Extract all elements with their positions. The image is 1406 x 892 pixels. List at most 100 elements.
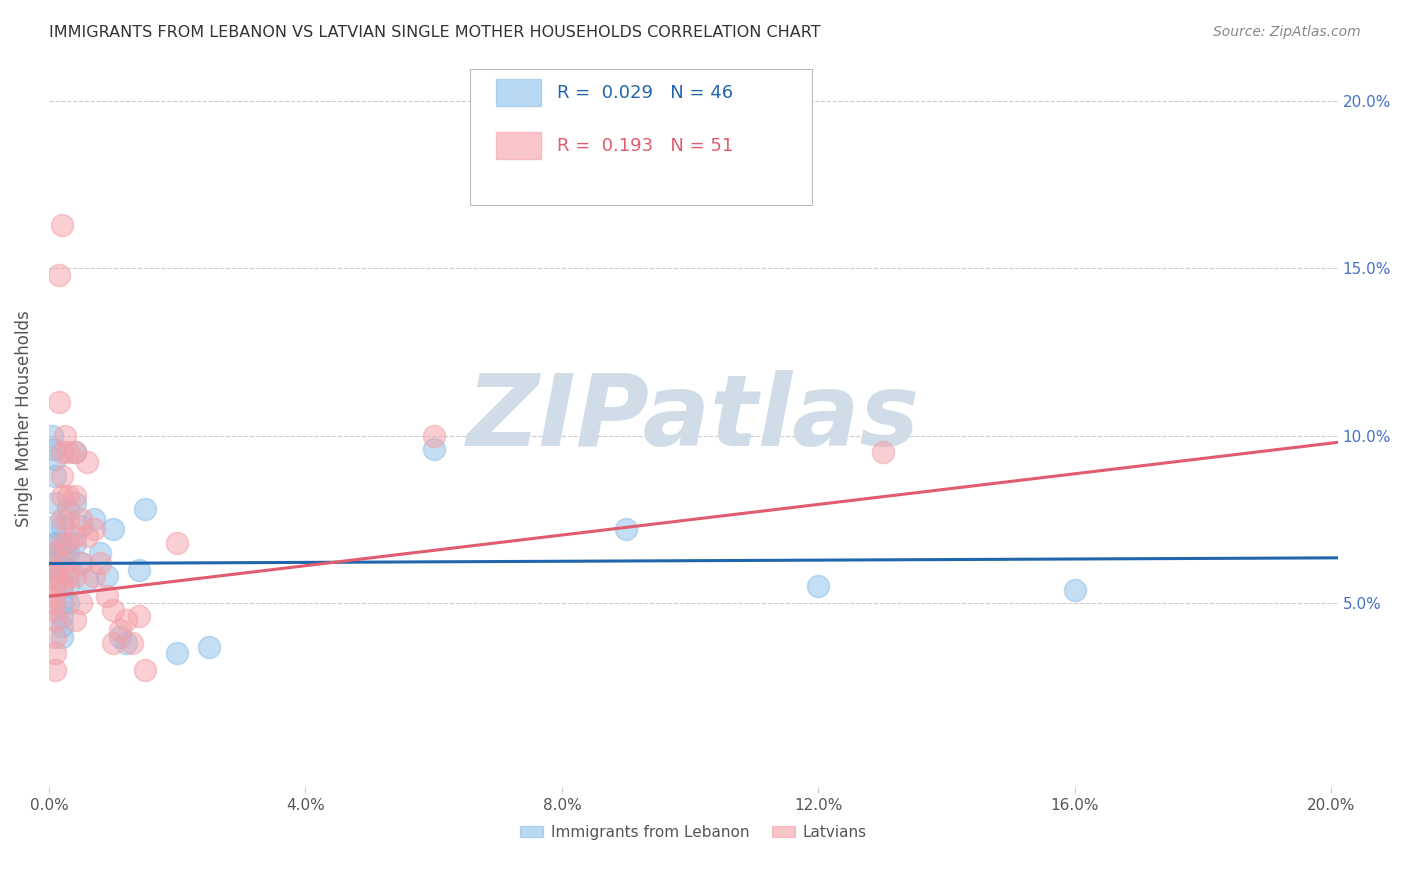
Point xyxy=(614,522,637,536)
Point xyxy=(63,613,86,627)
Point xyxy=(198,640,221,654)
Point xyxy=(44,613,66,627)
Text: IMMIGRANTS FROM LEBANON VS LATVIAN SINGLE MOTHER HOUSEHOLDS CORRELATION CHART: IMMIGRANTS FROM LEBANON VS LATVIAN SINGL… xyxy=(49,25,821,40)
Point xyxy=(872,445,894,459)
Point xyxy=(51,609,73,624)
Point xyxy=(108,623,131,637)
Point xyxy=(53,428,76,442)
Point xyxy=(63,529,86,543)
Point xyxy=(115,613,138,627)
Point xyxy=(58,512,80,526)
Point xyxy=(44,552,66,566)
Point xyxy=(44,452,66,467)
Point xyxy=(44,573,66,587)
Point xyxy=(51,512,73,526)
Point xyxy=(44,563,66,577)
Point xyxy=(76,529,98,543)
Point xyxy=(44,563,66,577)
Point xyxy=(63,445,86,459)
Point xyxy=(101,603,124,617)
Point xyxy=(44,468,66,483)
Point xyxy=(63,495,86,509)
Point xyxy=(166,535,188,549)
Point xyxy=(63,489,86,503)
Point xyxy=(51,546,73,560)
Point xyxy=(44,519,66,533)
Y-axis label: Single Mother Households: Single Mother Households xyxy=(15,310,32,527)
Point xyxy=(51,218,73,232)
Point xyxy=(58,569,80,583)
Point xyxy=(83,512,105,526)
Text: R =  0.193   N = 51: R = 0.193 N = 51 xyxy=(557,136,733,154)
Point xyxy=(51,445,73,459)
Point xyxy=(51,596,73,610)
Point xyxy=(48,395,70,409)
Point xyxy=(63,535,86,549)
Point xyxy=(70,512,93,526)
Point xyxy=(115,636,138,650)
Point xyxy=(96,590,118,604)
Point xyxy=(63,445,86,459)
Point xyxy=(58,579,80,593)
Point xyxy=(42,603,65,617)
Point xyxy=(96,569,118,583)
Point xyxy=(44,646,66,660)
Point xyxy=(51,468,73,483)
Point xyxy=(63,569,86,583)
Point xyxy=(134,502,156,516)
Point xyxy=(58,445,80,459)
Point xyxy=(166,646,188,660)
Point xyxy=(51,579,73,593)
Point xyxy=(44,579,66,593)
Point xyxy=(41,569,63,583)
Legend: Immigrants from Lebanon, Latvians: Immigrants from Lebanon, Latvians xyxy=(515,819,873,846)
Point xyxy=(101,522,124,536)
Point xyxy=(48,268,70,282)
Text: ZIPatlas: ZIPatlas xyxy=(467,370,920,467)
Point xyxy=(76,573,98,587)
Point xyxy=(41,428,63,442)
Point xyxy=(70,519,93,533)
Point xyxy=(101,636,124,650)
Point xyxy=(83,522,105,536)
Point xyxy=(422,428,444,442)
Point xyxy=(42,442,65,456)
FancyBboxPatch shape xyxy=(496,132,541,159)
FancyBboxPatch shape xyxy=(496,79,541,106)
Point xyxy=(51,619,73,633)
Point xyxy=(51,556,73,570)
Point xyxy=(44,596,66,610)
Point xyxy=(58,563,80,577)
Point xyxy=(48,552,70,566)
Text: R =  0.029   N = 46: R = 0.029 N = 46 xyxy=(557,84,733,102)
Point xyxy=(422,442,444,456)
Point xyxy=(44,495,66,509)
Point xyxy=(89,546,111,560)
Point xyxy=(44,535,66,549)
Point xyxy=(76,455,98,469)
Point xyxy=(58,596,80,610)
Point xyxy=(108,630,131,644)
Point xyxy=(807,579,830,593)
Point xyxy=(121,636,143,650)
Point xyxy=(51,519,73,533)
Point xyxy=(44,546,66,560)
Point xyxy=(58,489,80,503)
Point xyxy=(51,579,73,593)
Point xyxy=(1063,582,1085,597)
Point xyxy=(51,630,73,644)
FancyBboxPatch shape xyxy=(471,69,811,204)
Point xyxy=(58,535,80,549)
Point xyxy=(70,556,93,570)
Point xyxy=(48,535,70,549)
Point xyxy=(58,502,80,516)
Point xyxy=(70,556,93,570)
Point xyxy=(51,535,73,549)
Point xyxy=(44,663,66,677)
Text: Source: ZipAtlas.com: Source: ZipAtlas.com xyxy=(1213,25,1361,39)
Point xyxy=(44,630,66,644)
Point xyxy=(128,563,150,577)
Point xyxy=(42,590,65,604)
Point xyxy=(51,489,73,503)
Point xyxy=(53,535,76,549)
